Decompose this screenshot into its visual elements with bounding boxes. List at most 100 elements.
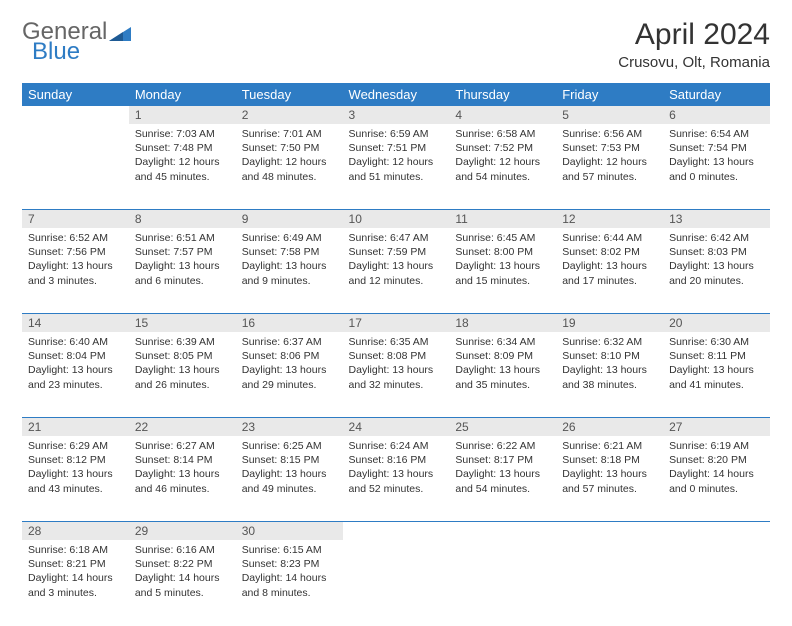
day-detail: Sunrise: 6:16 AMSunset: 8:22 PMDaylight:… [129,540,236,604]
day-body-cell: Sunrise: 6:39 AMSunset: 8:05 PMDaylight:… [129,332,236,418]
day-number-cell: 23 [236,418,343,436]
day-number-cell: 3 [343,106,450,124]
day-body-cell: Sunrise: 6:44 AMSunset: 8:02 PMDaylight:… [556,228,663,314]
day-number-cell: 25 [449,418,556,436]
day-number-cell: 24 [343,418,450,436]
day-body-cell: Sunrise: 6:51 AMSunset: 7:57 PMDaylight:… [129,228,236,314]
day-detail: Sunrise: 6:45 AMSunset: 8:00 PMDaylight:… [449,228,556,292]
day-body-cell: Sunrise: 6:32 AMSunset: 8:10 PMDaylight:… [556,332,663,418]
day-detail: Sunrise: 6:21 AMSunset: 8:18 PMDaylight:… [556,436,663,500]
day-detail: Sunrise: 6:51 AMSunset: 7:57 PMDaylight:… [129,228,236,292]
day-number-cell: 18 [449,314,556,332]
daynum-row: 21222324252627 [22,418,770,436]
week-row: Sunrise: 6:29 AMSunset: 8:12 PMDaylight:… [22,436,770,522]
day-number-cell: 8 [129,210,236,228]
day-detail: Sunrise: 6:22 AMSunset: 8:17 PMDaylight:… [449,436,556,500]
day-number-cell: 4 [449,106,556,124]
day-number-cell: 6 [663,106,770,124]
day-detail: Sunrise: 6:19 AMSunset: 8:20 PMDaylight:… [663,436,770,500]
day-number-cell: 20 [663,314,770,332]
day-body-cell: Sunrise: 6:42 AMSunset: 8:03 PMDaylight:… [663,228,770,314]
week-row: Sunrise: 6:40 AMSunset: 8:04 PMDaylight:… [22,332,770,418]
day-detail: Sunrise: 6:59 AMSunset: 7:51 PMDaylight:… [343,124,450,188]
day-detail: Sunrise: 6:39 AMSunset: 8:05 PMDaylight:… [129,332,236,396]
day-header: Thursday [449,83,556,106]
day-body-cell: Sunrise: 7:03 AMSunset: 7:48 PMDaylight:… [129,124,236,210]
day-header: Sunday [22,83,129,106]
day-body-cell: Sunrise: 6:40 AMSunset: 8:04 PMDaylight:… [22,332,129,418]
day-number-cell: 29 [129,522,236,540]
day-body-cell: Sunrise: 6:56 AMSunset: 7:53 PMDaylight:… [556,124,663,210]
day-body-cell: Sunrise: 6:58 AMSunset: 7:52 PMDaylight:… [449,124,556,210]
day-body-cell: Sunrise: 7:01 AMSunset: 7:50 PMDaylight:… [236,124,343,210]
day-number-cell [556,522,663,540]
week-row: Sunrise: 7:03 AMSunset: 7:48 PMDaylight:… [22,124,770,210]
daynum-row: 14151617181920 [22,314,770,332]
day-detail: Sunrise: 6:44 AMSunset: 8:02 PMDaylight:… [556,228,663,292]
day-number-cell: 1 [129,106,236,124]
day-number-cell: 30 [236,522,343,540]
daynum-row: 123456 [22,106,770,124]
day-body-cell [22,124,129,210]
day-body-cell: Sunrise: 6:35 AMSunset: 8:08 PMDaylight:… [343,332,450,418]
logo-blue-row: Blue [32,38,80,66]
day-body-cell: Sunrise: 6:21 AMSunset: 8:18 PMDaylight:… [556,436,663,522]
day-body-cell: Sunrise: 6:15 AMSunset: 8:23 PMDaylight:… [236,540,343,626]
day-body-cell: Sunrise: 6:16 AMSunset: 8:22 PMDaylight:… [129,540,236,626]
day-number-cell: 2 [236,106,343,124]
day-detail: Sunrise: 7:03 AMSunset: 7:48 PMDaylight:… [129,124,236,188]
day-detail: Sunrise: 6:37 AMSunset: 8:06 PMDaylight:… [236,332,343,396]
day-detail: Sunrise: 6:34 AMSunset: 8:09 PMDaylight:… [449,332,556,396]
day-number-cell: 27 [663,418,770,436]
day-header-row: SundayMondayTuesdayWednesdayThursdayFrid… [22,83,770,106]
day-body-cell: Sunrise: 6:19 AMSunset: 8:20 PMDaylight:… [663,436,770,522]
day-number-cell: 16 [236,314,343,332]
day-detail: Sunrise: 6:52 AMSunset: 7:56 PMDaylight:… [22,228,129,292]
day-number-cell: 12 [556,210,663,228]
day-body-cell: Sunrise: 6:29 AMSunset: 8:12 PMDaylight:… [22,436,129,522]
day-number-cell: 26 [556,418,663,436]
day-detail: Sunrise: 6:58 AMSunset: 7:52 PMDaylight:… [449,124,556,188]
month-title: April 2024 [618,18,770,52]
daynum-row: 78910111213 [22,210,770,228]
day-detail: Sunrise: 6:49 AMSunset: 7:58 PMDaylight:… [236,228,343,292]
day-detail: Sunrise: 6:27 AMSunset: 8:14 PMDaylight:… [129,436,236,500]
day-body-cell: Sunrise: 6:34 AMSunset: 8:09 PMDaylight:… [449,332,556,418]
day-number-cell: 13 [663,210,770,228]
day-detail: Sunrise: 6:56 AMSunset: 7:53 PMDaylight:… [556,124,663,188]
day-body-cell: Sunrise: 6:37 AMSunset: 8:06 PMDaylight:… [236,332,343,418]
day-body-cell: Sunrise: 6:24 AMSunset: 8:16 PMDaylight:… [343,436,450,522]
day-detail: Sunrise: 6:25 AMSunset: 8:15 PMDaylight:… [236,436,343,500]
day-number-cell [449,522,556,540]
calendar-body: 123456Sunrise: 7:03 AMSunset: 7:48 PMDay… [22,106,770,626]
day-number-cell: 17 [343,314,450,332]
header: General April 2024 Crusovu, Olt, Romania [22,18,770,71]
day-number-cell [663,522,770,540]
day-body-cell: Sunrise: 6:47 AMSunset: 7:59 PMDaylight:… [343,228,450,314]
calendar-table: SundayMondayTuesdayWednesdayThursdayFrid… [22,83,770,626]
day-number-cell: 22 [129,418,236,436]
day-number-cell: 7 [22,210,129,228]
location-text: Crusovu, Olt, Romania [618,54,770,71]
day-number-cell: 21 [22,418,129,436]
day-body-cell: Sunrise: 6:52 AMSunset: 7:56 PMDaylight:… [22,228,129,314]
week-row: Sunrise: 6:18 AMSunset: 8:21 PMDaylight:… [22,540,770,626]
day-number-cell: 9 [236,210,343,228]
day-detail: Sunrise: 6:47 AMSunset: 7:59 PMDaylight:… [343,228,450,292]
day-header: Tuesday [236,83,343,106]
day-detail: Sunrise: 6:24 AMSunset: 8:16 PMDaylight:… [343,436,450,500]
day-body-cell [663,540,770,626]
day-detail: Sunrise: 6:15 AMSunset: 8:23 PMDaylight:… [236,540,343,604]
day-number-cell: 19 [556,314,663,332]
day-detail: Sunrise: 6:18 AMSunset: 8:21 PMDaylight:… [22,540,129,604]
day-header: Saturday [663,83,770,106]
day-detail: Sunrise: 6:32 AMSunset: 8:10 PMDaylight:… [556,332,663,396]
day-body-cell [556,540,663,626]
daynum-row: 282930 [22,522,770,540]
day-detail: Sunrise: 6:30 AMSunset: 8:11 PMDaylight:… [663,332,770,396]
day-body-cell: Sunrise: 6:22 AMSunset: 8:17 PMDaylight:… [449,436,556,522]
logo-text-blue: Blue [32,38,80,66]
day-body-cell: Sunrise: 6:59 AMSunset: 7:51 PMDaylight:… [343,124,450,210]
day-detail: Sunrise: 7:01 AMSunset: 7:50 PMDaylight:… [236,124,343,188]
day-body-cell: Sunrise: 6:49 AMSunset: 7:58 PMDaylight:… [236,228,343,314]
